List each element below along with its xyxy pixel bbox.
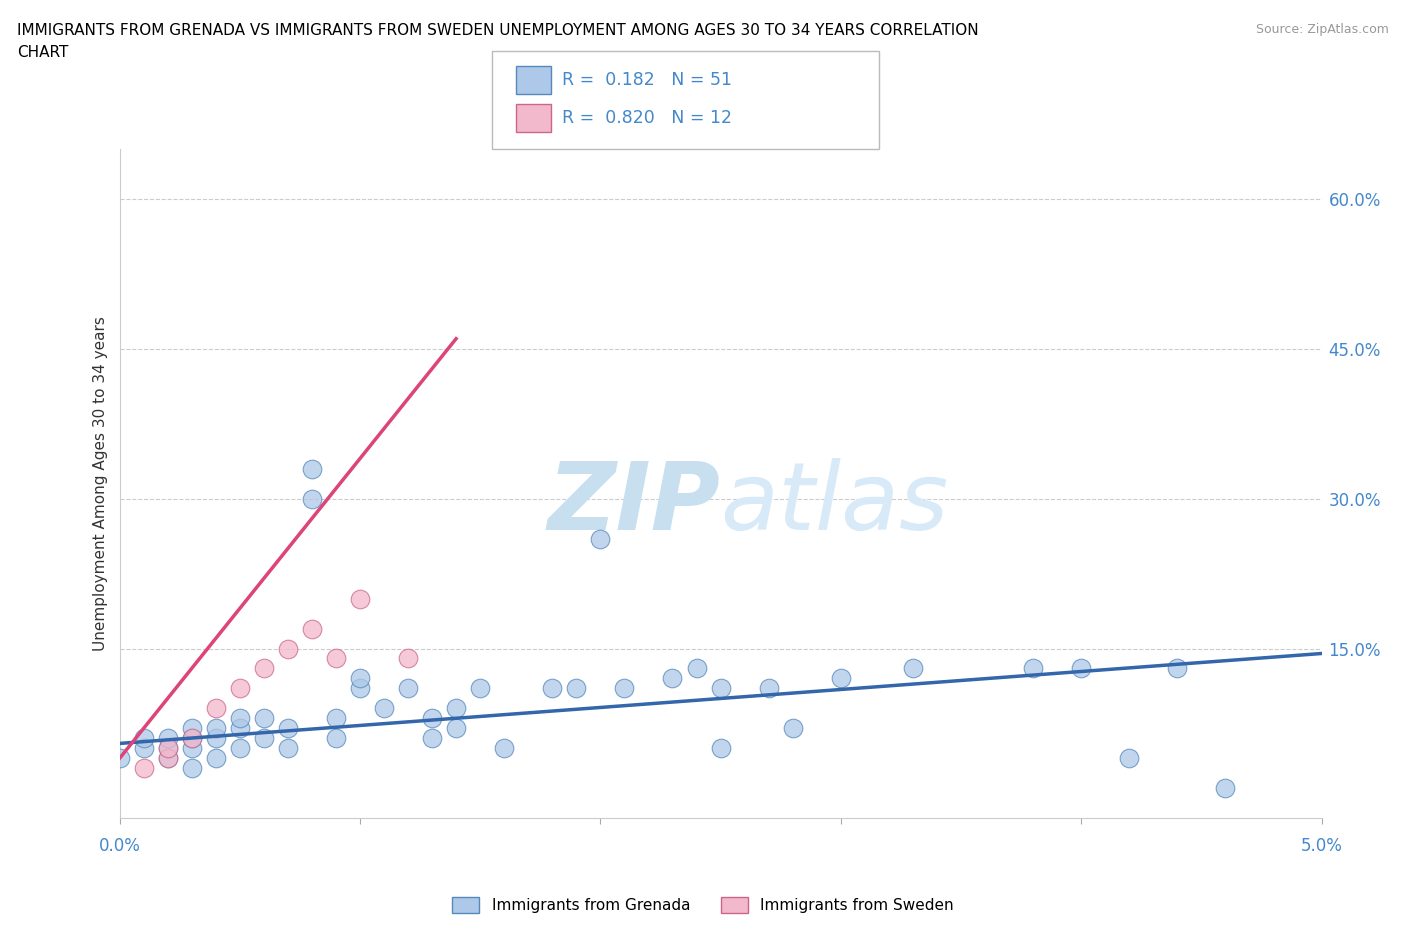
Point bbox=[180, 761, 202, 776]
Point bbox=[325, 731, 347, 746]
Point bbox=[156, 731, 179, 746]
Point bbox=[204, 731, 226, 746]
Point bbox=[156, 741, 179, 756]
Text: R =  0.182   N = 51: R = 0.182 N = 51 bbox=[562, 71, 733, 89]
Legend: Immigrants from Grenada, Immigrants from Sweden: Immigrants from Grenada, Immigrants from… bbox=[451, 897, 955, 913]
Point bbox=[132, 761, 155, 776]
Point bbox=[156, 741, 179, 756]
Point bbox=[180, 741, 202, 756]
Point bbox=[1215, 781, 1237, 796]
Point bbox=[396, 681, 419, 696]
Point bbox=[1070, 661, 1092, 676]
Point bbox=[301, 461, 323, 476]
Point bbox=[301, 621, 323, 636]
Point bbox=[349, 591, 371, 606]
Point bbox=[132, 731, 155, 746]
Point bbox=[228, 721, 252, 736]
Point bbox=[830, 671, 852, 686]
Point bbox=[277, 721, 299, 736]
Point bbox=[301, 491, 323, 506]
Text: 0.0%: 0.0% bbox=[98, 837, 141, 855]
Point bbox=[1166, 661, 1188, 676]
Point bbox=[349, 671, 371, 686]
Point bbox=[228, 681, 252, 696]
Text: CHART: CHART bbox=[17, 45, 69, 60]
Point bbox=[132, 741, 155, 756]
Text: 5.0%: 5.0% bbox=[1301, 837, 1343, 855]
Point bbox=[180, 721, 202, 736]
Point bbox=[108, 751, 131, 766]
Point bbox=[228, 711, 252, 726]
Point bbox=[277, 641, 299, 656]
Y-axis label: Unemployment Among Ages 30 to 34 years: Unemployment Among Ages 30 to 34 years bbox=[93, 316, 108, 651]
Point bbox=[156, 751, 179, 766]
Point bbox=[444, 721, 467, 736]
Point bbox=[253, 711, 276, 726]
Point bbox=[758, 681, 780, 696]
Point bbox=[325, 651, 347, 666]
Text: R =  0.820   N = 12: R = 0.820 N = 12 bbox=[562, 109, 733, 127]
Point bbox=[156, 751, 179, 766]
Point bbox=[204, 751, 226, 766]
Point bbox=[325, 711, 347, 726]
Point bbox=[420, 731, 443, 746]
Point bbox=[349, 681, 371, 696]
Point bbox=[494, 741, 516, 756]
Point bbox=[901, 661, 924, 676]
Point bbox=[613, 681, 636, 696]
Point bbox=[253, 661, 276, 676]
Point bbox=[1118, 751, 1140, 766]
Point bbox=[204, 721, 226, 736]
Point bbox=[444, 701, 467, 716]
Point bbox=[180, 731, 202, 746]
Point bbox=[468, 681, 492, 696]
Text: ZIP: ZIP bbox=[548, 458, 720, 550]
Point bbox=[396, 651, 419, 666]
Point bbox=[277, 741, 299, 756]
Point bbox=[541, 681, 564, 696]
Point bbox=[685, 661, 707, 676]
Point bbox=[228, 741, 252, 756]
Point bbox=[420, 711, 443, 726]
Point bbox=[709, 681, 731, 696]
Text: Source: ZipAtlas.com: Source: ZipAtlas.com bbox=[1256, 23, 1389, 36]
Point bbox=[1022, 661, 1045, 676]
Point bbox=[709, 741, 731, 756]
Point bbox=[204, 701, 226, 716]
Point bbox=[661, 671, 683, 686]
Point bbox=[180, 731, 202, 746]
Point bbox=[253, 731, 276, 746]
Text: atlas: atlas bbox=[720, 458, 949, 550]
Point bbox=[782, 721, 804, 736]
Point bbox=[565, 681, 588, 696]
Point bbox=[589, 531, 612, 546]
Text: IMMIGRANTS FROM GRENADA VS IMMIGRANTS FROM SWEDEN UNEMPLOYMENT AMONG AGES 30 TO : IMMIGRANTS FROM GRENADA VS IMMIGRANTS FR… bbox=[17, 23, 979, 38]
Point bbox=[373, 701, 395, 716]
